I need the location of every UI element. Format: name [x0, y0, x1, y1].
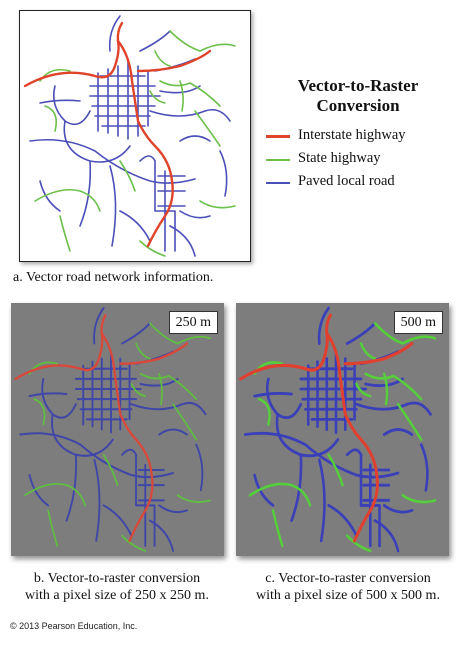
vector-road-map — [19, 10, 251, 262]
raster-500m-map: 500 m — [236, 303, 449, 556]
copyright-notice: © 2013 Pearson Education, Inc. — [10, 621, 138, 631]
scale-badge-250: 250 m — [168, 311, 218, 334]
local-swatch — [266, 182, 290, 184]
legend-label: Paved local road — [298, 173, 395, 189]
caption-c-line1: c. Vector-to-raster conversion — [265, 571, 431, 586]
legend-label: State highway — [298, 150, 381, 166]
raster-road-network-500 — [239, 306, 437, 553]
caption-b-line2: with a pixel size of 250 x 250 m. — [25, 588, 209, 603]
caption-b-line1: b. Vector-to-raster conversion — [33, 571, 201, 586]
legend-title-line2: Conversion — [316, 96, 400, 115]
scale-badge-500: 500 m — [393, 311, 443, 334]
vector-road-network — [23, 15, 236, 257]
state-swatch — [266, 159, 290, 161]
caption-a: a. Vector road network information. — [13, 270, 214, 285]
raster-road-network-250 — [14, 307, 212, 552]
legend-title-line1: Vector-to-Raster — [297, 76, 419, 95]
caption-c-line2: with a pixel size of 500 x 500 m. — [256, 588, 440, 603]
legend-item-state: State highway — [266, 150, 456, 168]
local-roads — [29, 15, 231, 257]
caption-b: b. Vector-to-raster conversion with a pi… — [6, 570, 228, 604]
legend-title: Vector-to-Raster Conversion — [262, 76, 454, 116]
legend-item-local: Paved local road — [266, 173, 456, 191]
local-roads — [19, 307, 207, 552]
caption-c: c. Vector-to-raster conversion with a pi… — [237, 570, 459, 604]
interstate-swatch — [266, 135, 290, 138]
raster-250m-map: 250 m — [11, 303, 224, 556]
state-highways — [34, 30, 236, 257]
legend-item-interstate: Interstate highway — [266, 127, 456, 145]
legend-label: Interstate highway — [298, 127, 406, 143]
